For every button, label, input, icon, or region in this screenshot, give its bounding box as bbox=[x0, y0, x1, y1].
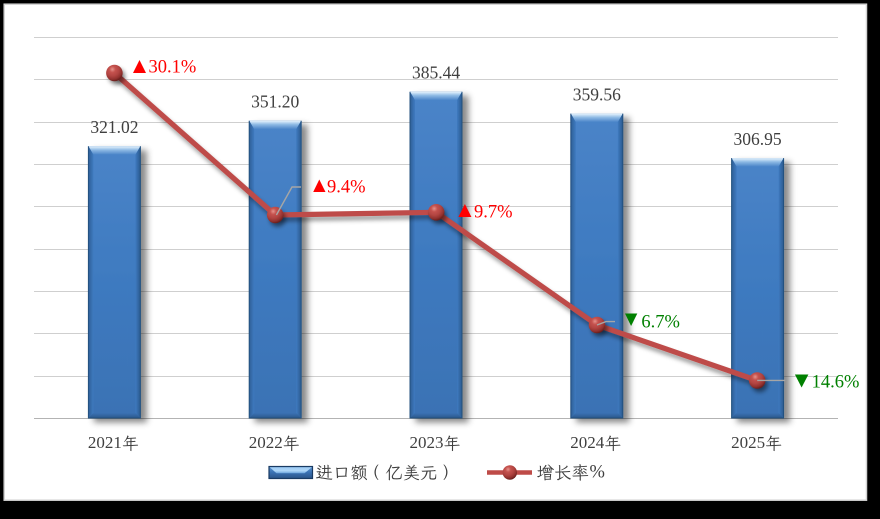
svg-text:2024: 2024 bbox=[570, 433, 605, 452]
svg-text:2021: 2021 bbox=[88, 433, 122, 452]
svg-text:%: % bbox=[590, 463, 605, 483]
svg-text:385.44: 385.44 bbox=[412, 63, 460, 83]
svg-text:359.56: 359.56 bbox=[573, 85, 621, 105]
svg-text:306.95: 306.95 bbox=[734, 129, 782, 149]
svg-text:9.7%: 9.7% bbox=[474, 203, 513, 223]
svg-text:321.02: 321.02 bbox=[90, 117, 138, 137]
svg-text:2025: 2025 bbox=[731, 433, 765, 452]
svg-text:6.7%: 6.7% bbox=[641, 313, 680, 333]
svg-text:2023: 2023 bbox=[410, 433, 444, 452]
svg-text:9.4%: 9.4% bbox=[327, 177, 366, 197]
svg-text:14.6%: 14.6% bbox=[812, 372, 860, 392]
svg-text:30.1%: 30.1% bbox=[149, 58, 197, 78]
svg-text:2022: 2022 bbox=[249, 433, 283, 452]
svg-text:351.20: 351.20 bbox=[251, 92, 299, 112]
